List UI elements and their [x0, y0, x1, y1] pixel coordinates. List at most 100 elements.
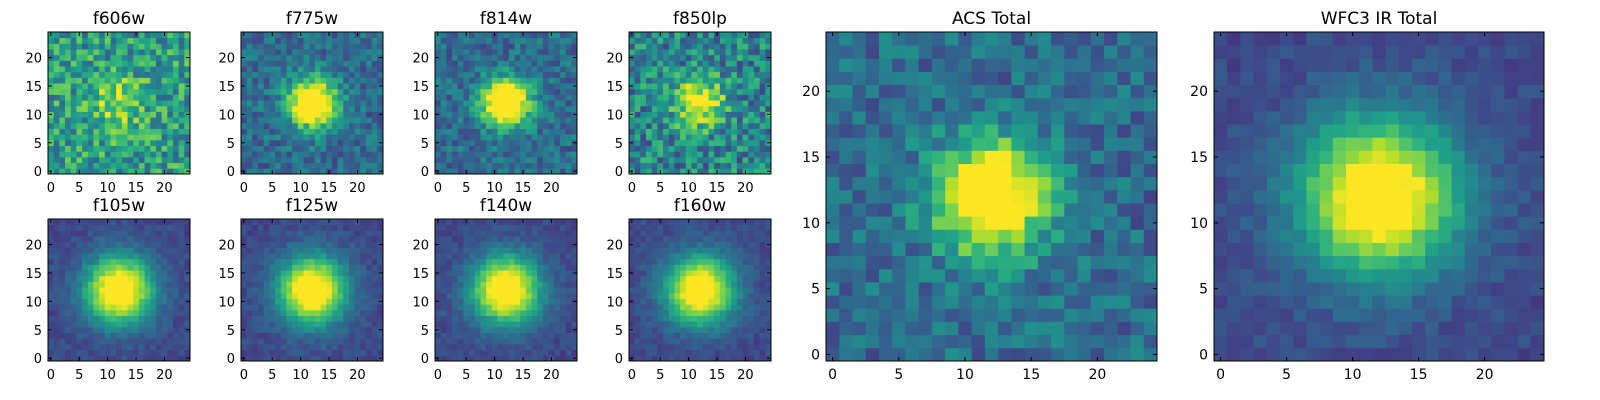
heatmap-cell [93, 298, 100, 305]
heatmap-cell [365, 43, 373, 50]
heatmap-cell [150, 247, 157, 254]
heatmap-cell [452, 156, 459, 164]
heatmap-cell [65, 326, 72, 333]
heatmap-cell [548, 151, 555, 158]
heatmap-cell [252, 321, 259, 328]
heatmap-cell [714, 162, 721, 169]
heatmap-cell [931, 45, 946, 59]
heatmap-cell [337, 338, 344, 345]
heatmap-cell [297, 128, 304, 135]
heatmap-cell [337, 151, 344, 158]
heatmap-cell [258, 315, 265, 322]
heatmap-cell [446, 162, 453, 169]
heatmap-cell [719, 37, 726, 44]
heatmap-cell [365, 77, 373, 84]
heatmap-cell [87, 162, 94, 169]
heatmap-cell [99, 168, 106, 175]
heatmap-cell [736, 83, 743, 90]
heatmap-cell [1064, 84, 1078, 99]
heatmap-cell [486, 32, 493, 39]
heatmap-cell [93, 247, 100, 254]
heatmap-cell [314, 111, 321, 118]
heatmap-cell [348, 32, 355, 39]
heatmap-cell [269, 156, 276, 164]
heatmap-cell [440, 134, 447, 141]
heatmap-cell [1504, 58, 1518, 72]
x-tick-label: 15 [321, 181, 338, 196]
heatmap-cell [138, 321, 145, 328]
heatmap-cell [559, 128, 567, 135]
heatmap-cell [1319, 216, 1334, 230]
heatmap-cell [1064, 45, 1078, 59]
heatmap-cell [246, 94, 253, 101]
heatmap-cell [1504, 71, 1518, 86]
heatmap-cell [1293, 58, 1307, 72]
heatmap-cell [360, 332, 367, 339]
heatmap-cell [371, 275, 378, 282]
heatmap-cell [246, 270, 253, 277]
heatmap-cell [554, 60, 561, 67]
heatmap-cell [440, 151, 447, 158]
heatmap-cell [138, 54, 145, 61]
heatmap-cell [269, 71, 276, 78]
heatmap-cell [1280, 282, 1294, 296]
heatmap-cell [668, 105, 675, 112]
heatmap-cell [998, 45, 1012, 59]
heatmap-cell [508, 100, 515, 107]
heatmap-cell [491, 151, 498, 158]
heatmap-cell [343, 315, 350, 322]
heatmap-cell [559, 122, 567, 129]
heatmap-cell [1412, 45, 1426, 59]
heatmap-cell [742, 139, 749, 146]
heatmap-cell [269, 49, 276, 56]
heatmap-cell [99, 281, 106, 288]
heatmap-cell [371, 71, 378, 78]
heatmap-cell [1504, 295, 1518, 309]
heatmap-cell [178, 134, 185, 141]
heatmap-cell [826, 334, 840, 349]
heatmap-cell [640, 162, 647, 169]
heatmap-cell [571, 151, 578, 158]
heatmap-cell [1240, 32, 1254, 46]
heatmap-cell [167, 54, 174, 61]
heatmap-cell [634, 100, 641, 107]
heatmap-cell [280, 332, 287, 339]
heatmap-cell [172, 151, 180, 158]
heatmap-cell [719, 71, 726, 78]
heatmap-cell [48, 338, 55, 345]
heatmap-cell [691, 83, 698, 90]
heatmap-cell [714, 54, 721, 61]
heatmap-cell [121, 264, 128, 271]
heatmap-cell [269, 315, 276, 322]
heatmap-cell [674, 83, 681, 90]
heatmap-cell [1117, 110, 1131, 125]
heatmap-cell [178, 219, 185, 226]
heatmap-cell [1517, 176, 1532, 191]
heatmap-cell [104, 117, 111, 124]
heatmap-cell [150, 168, 157, 175]
heatmap-cell [1227, 97, 1241, 112]
heatmap-cell [326, 338, 333, 345]
heatmap-cell [269, 321, 276, 328]
heatmap-cell [559, 134, 567, 141]
heatmap-cell [104, 315, 111, 322]
heatmap-cell [309, 60, 316, 67]
heatmap-cell [663, 49, 670, 56]
x-tick-label: 5 [1282, 367, 1291, 383]
heatmap-cell [702, 88, 709, 95]
heatmap-cell [852, 268, 867, 283]
heatmap-cell [167, 224, 174, 231]
heatmap-cell [59, 156, 66, 164]
heatmap-cell [167, 77, 174, 84]
heatmap-cell [714, 117, 721, 124]
heatmap-cell [668, 100, 675, 107]
heatmap-cell [452, 134, 459, 141]
heatmap-cell [497, 111, 504, 118]
heatmap-cell [377, 32, 384, 39]
heatmap-cell [984, 45, 999, 59]
heatmap-cell [452, 105, 459, 112]
heatmap-cell [520, 105, 527, 112]
heatmap-cell [1024, 295, 1039, 309]
heatmap-cell [1464, 203, 1479, 217]
heatmap-cell [337, 287, 344, 294]
